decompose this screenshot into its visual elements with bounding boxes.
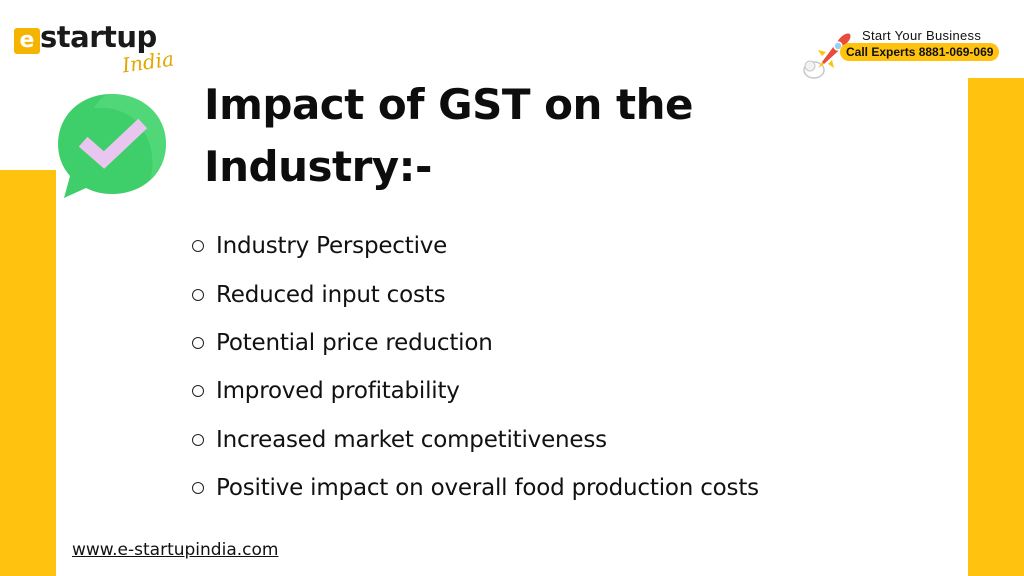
list-item: Improved profitability — [190, 367, 950, 415]
call-experts-banner[interactable]: Start Your Business Call Experts 8881-06… — [800, 26, 1016, 82]
list-item: Reduced input costs — [190, 270, 950, 318]
bullet-circle-icon — [192, 385, 204, 398]
bullet-circle-icon — [192, 433, 204, 446]
list-item-text: Reduced input costs — [216, 281, 446, 308]
bullet-circle-icon — [192, 482, 204, 495]
slide-title: Impact of GST on the Industry:- — [204, 74, 944, 198]
right-accent-bar — [968, 78, 1024, 576]
list-item-text: Improved profitability — [216, 378, 460, 405]
bullet-circle-icon — [192, 240, 204, 253]
left-accent-bar — [0, 170, 56, 576]
cta-heading: Start Your Business — [862, 28, 982, 43]
list-item-text: Positive impact on overall food producti… — [216, 475, 759, 502]
title-line-2: Industry:- — [204, 142, 432, 191]
estartup-logo[interactable]: e startup India — [14, 20, 194, 84]
check-bubble-icon — [58, 94, 166, 198]
website-link[interactable]: www.e-startupindia.com — [72, 540, 279, 560]
list-item: Positive impact on overall food producti… — [190, 464, 950, 512]
list-item: Potential price reduction — [190, 319, 950, 367]
impact-list: Industry Perspective Reduced input costs… — [190, 222, 950, 512]
list-item: Industry Perspective — [190, 222, 950, 270]
cta-phone[interactable]: Call Experts 8881-069-069 — [840, 43, 1000, 61]
list-item-text: Increased market competitiveness — [216, 426, 607, 453]
bullet-circle-icon — [192, 336, 204, 349]
list-item: Increased market competitiveness — [190, 416, 950, 464]
logo-e-mark: e — [14, 28, 40, 54]
list-item-text: Industry Perspective — [216, 233, 448, 260]
title-line-1: Impact of GST on the — [204, 80, 693, 129]
logo-word: startup — [40, 20, 157, 54]
bullet-circle-icon — [192, 288, 204, 301]
list-item-text: Potential price reduction — [216, 329, 493, 356]
